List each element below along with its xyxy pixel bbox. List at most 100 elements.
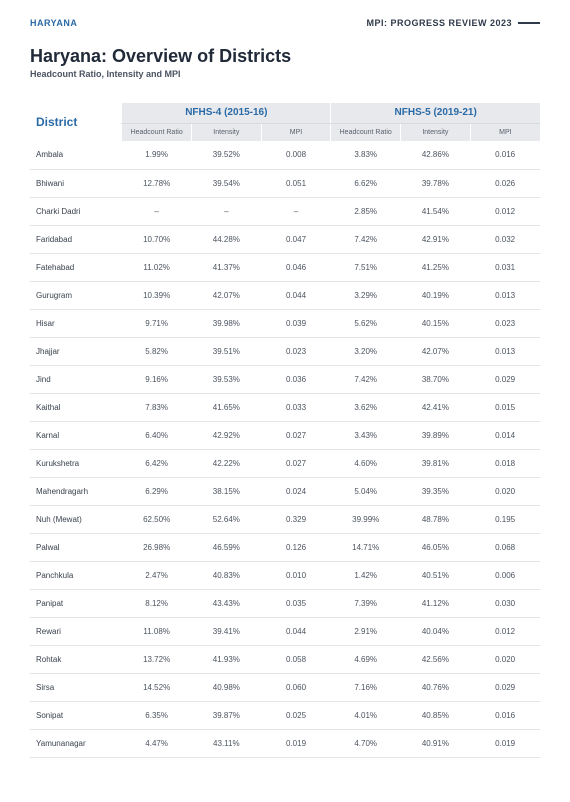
- cell-district: Ambala: [30, 141, 122, 169]
- col-hr4: Headcount Ratio: [122, 123, 192, 141]
- cell-hr5: 7.42%: [331, 225, 401, 253]
- cell-int4: 39.53%: [191, 365, 261, 393]
- cell-mpi4: 0.329: [261, 505, 331, 533]
- cell-int5: 40.04%: [401, 617, 471, 645]
- col-hr5: Headcount Ratio: [331, 123, 401, 141]
- cell-int4: 43.43%: [191, 589, 261, 617]
- cell-mpi5: 0.014: [470, 421, 540, 449]
- cell-mpi5: 0.026: [470, 169, 540, 197]
- cell-mpi4: 0.046: [261, 253, 331, 281]
- cell-mpi5: 0.031: [470, 253, 540, 281]
- cell-int5: 42.91%: [401, 225, 471, 253]
- cell-int4: 43.11%: [191, 729, 261, 757]
- table-row: Bhiwani12.78%39.54%0.0516.62%39.78%0.026: [30, 169, 540, 197]
- cell-int5: 41.12%: [401, 589, 471, 617]
- cell-hr5: 2.91%: [331, 617, 401, 645]
- cell-int4: 42.22%: [191, 449, 261, 477]
- cell-mpi5: 0.012: [470, 197, 540, 225]
- cell-hr5: 7.39%: [331, 589, 401, 617]
- cell-int4: 40.98%: [191, 673, 261, 701]
- cell-mpi4: 0.010: [261, 561, 331, 589]
- cell-int4: 38.15%: [191, 477, 261, 505]
- cell-hr5: 3.83%: [331, 141, 401, 169]
- cell-hr5: 5.62%: [331, 309, 401, 337]
- cell-int5: 48.78%: [401, 505, 471, 533]
- cell-hr4: –: [122, 197, 192, 225]
- col-int5: Intensity: [401, 123, 471, 141]
- cell-int5: 40.19%: [401, 281, 471, 309]
- cell-mpi4: 0.060: [261, 673, 331, 701]
- cell-mpi4: 0.036: [261, 365, 331, 393]
- cell-hr5: 1.42%: [331, 561, 401, 589]
- cell-int5: 39.89%: [401, 421, 471, 449]
- cell-mpi5: 0.013: [470, 337, 540, 365]
- cell-hr5: 3.20%: [331, 337, 401, 365]
- cell-hr5: 7.42%: [331, 365, 401, 393]
- cell-district: Mahendragarh: [30, 477, 122, 505]
- cell-district: Sirsa: [30, 673, 122, 701]
- cell-district: Nuh (Mewat): [30, 505, 122, 533]
- table-row: Sirsa14.52%40.98%0.0607.16%40.76%0.029: [30, 673, 540, 701]
- cell-int4: 42.07%: [191, 281, 261, 309]
- cell-int5: 41.25%: [401, 253, 471, 281]
- cell-mpi4: 0.027: [261, 449, 331, 477]
- cell-mpi5: 0.016: [470, 141, 540, 169]
- cell-hr5: 4.01%: [331, 701, 401, 729]
- cell-hr4: 5.82%: [122, 337, 192, 365]
- cell-int4: 41.93%: [191, 645, 261, 673]
- cell-hr4: 10.70%: [122, 225, 192, 253]
- col-mpi4: MPI: [261, 123, 331, 141]
- cell-int4: 39.51%: [191, 337, 261, 365]
- cell-mpi5: 0.032: [470, 225, 540, 253]
- table-row: Yamunanagar4.47%43.11%0.0194.70%40.91%0.…: [30, 729, 540, 757]
- cell-district: Yamunanagar: [30, 729, 122, 757]
- table-row: Fatehabad11.02%41.37%0.0467.51%41.25%0.0…: [30, 253, 540, 281]
- cell-district: Kaithal: [30, 393, 122, 421]
- cell-int4: 46.59%: [191, 533, 261, 561]
- cell-mpi4: 0.044: [261, 617, 331, 645]
- cell-int5: 46.05%: [401, 533, 471, 561]
- page-subtitle: Headcount Ratio, Intensity and MPI: [30, 69, 540, 79]
- cell-mpi5: 0.019: [470, 729, 540, 757]
- cell-hr4: 11.02%: [122, 253, 192, 281]
- region-label: HARYANA: [30, 18, 77, 28]
- cell-mpi4: 0.126: [261, 533, 331, 561]
- table-row: Kurukshetra6.42%42.22%0.0274.60%39.81%0.…: [30, 449, 540, 477]
- districts-table: District NFHS-4 (2015-16) NFHS-5 (2019-2…: [30, 103, 540, 758]
- cell-mpi5: 0.020: [470, 477, 540, 505]
- cell-int4: 40.83%: [191, 561, 261, 589]
- col-group-nfhs4: NFHS-4 (2015-16): [122, 103, 331, 123]
- cell-hr4: 13.72%: [122, 645, 192, 673]
- table-row: Rewari11.08%39.41%0.0442.91%40.04%0.012: [30, 617, 540, 645]
- cell-hr5: 4.69%: [331, 645, 401, 673]
- cell-district: Rohtak: [30, 645, 122, 673]
- cell-district: Palwal: [30, 533, 122, 561]
- cell-hr5: 39.99%: [331, 505, 401, 533]
- cell-mpi4: 0.024: [261, 477, 331, 505]
- cell-district: Hisar: [30, 309, 122, 337]
- cell-int5: 40.51%: [401, 561, 471, 589]
- table-row: Rohtak13.72%41.93%0.0584.69%42.56%0.020: [30, 645, 540, 673]
- cell-mpi5: 0.195: [470, 505, 540, 533]
- cell-district: Bhiwani: [30, 169, 122, 197]
- cell-hr5: 7.51%: [331, 253, 401, 281]
- cell-district: Rewari: [30, 617, 122, 645]
- cell-district: Faridabad: [30, 225, 122, 253]
- cell-int5: 40.15%: [401, 309, 471, 337]
- cell-mpi5: 0.012: [470, 617, 540, 645]
- col-int4: Intensity: [191, 123, 261, 141]
- cell-int4: 41.65%: [191, 393, 261, 421]
- table-row: Gurugram10.39%42.07%0.0443.29%40.19%0.01…: [30, 281, 540, 309]
- table-body: Ambala1.99%39.52%0.0083.83%42.86%0.016Bh…: [30, 141, 540, 757]
- cell-int4: 39.98%: [191, 309, 261, 337]
- cell-mpi4: 0.027: [261, 421, 331, 449]
- cell-hr4: 4.47%: [122, 729, 192, 757]
- cell-district: Panipat: [30, 589, 122, 617]
- cell-district: Kurukshetra: [30, 449, 122, 477]
- cell-hr4: 6.40%: [122, 421, 192, 449]
- cell-mpi5: 0.013: [470, 281, 540, 309]
- top-bar: HARYANA MPI: PROGRESS REVIEW 2023: [30, 18, 540, 28]
- cell-mpi4: 0.047: [261, 225, 331, 253]
- table-row: Karnal6.40%42.92%0.0273.43%39.89%0.014: [30, 421, 540, 449]
- cell-mpi4: 0.008: [261, 141, 331, 169]
